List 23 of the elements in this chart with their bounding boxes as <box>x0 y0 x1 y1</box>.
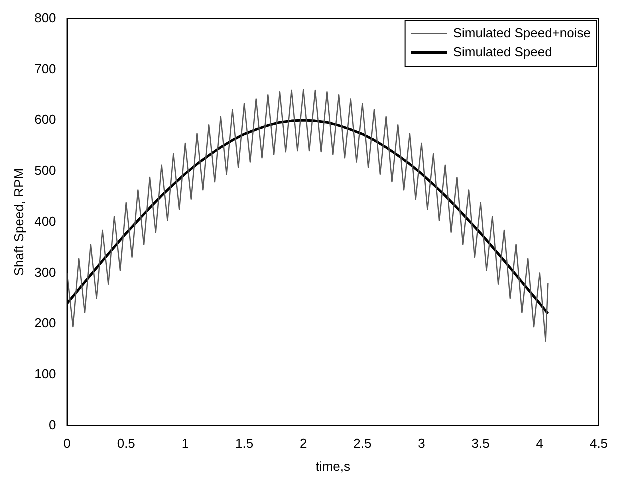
x-tick-label: 3 <box>418 436 426 452</box>
legend-label: Simulated Speed <box>453 44 552 60</box>
y-tick-label: 800 <box>34 10 56 26</box>
legend-label: Simulated Speed+noise <box>453 25 592 40</box>
x-tick-label: 0.5 <box>117 436 136 452</box>
y-axis-title: Shaft Speed, RPM <box>11 168 26 276</box>
y-tick-label: 700 <box>34 61 56 76</box>
x-tick-label: 2 <box>300 436 308 452</box>
y-tick-label: 0 <box>49 417 56 432</box>
y-tick-label: 300 <box>34 264 56 280</box>
x-tick-label: 4 <box>536 436 544 452</box>
x-tick-label: 1 <box>182 436 190 452</box>
y-tick-label: 500 <box>34 163 56 178</box>
y-tick-label: 400 <box>34 214 56 229</box>
x-tick-label: 4.5 <box>590 436 608 452</box>
y-tick-label: 200 <box>34 316 56 331</box>
x-tick-label: 3.5 <box>472 436 490 452</box>
y-tick-label: 100 <box>34 366 56 382</box>
x-tick-label: 1.5 <box>235 436 254 452</box>
x-tick-label: 0 <box>64 436 71 452</box>
x-tick-label: 2.5 <box>354 436 372 452</box>
x-axis-title: time,s <box>316 458 351 474</box>
y-tick-label: 600 <box>34 112 56 128</box>
